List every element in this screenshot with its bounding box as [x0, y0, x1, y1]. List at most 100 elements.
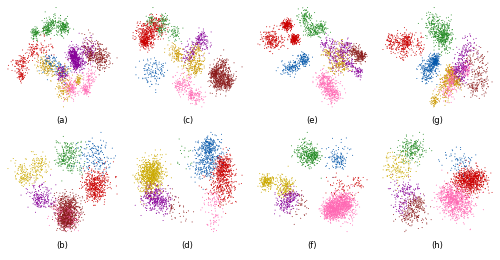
Point [346, 204, 354, 208]
Point [56, 73, 64, 77]
Point [359, 175, 367, 179]
Point [282, 22, 290, 26]
Point [67, 89, 75, 94]
Point [66, 202, 74, 206]
Point [456, 184, 464, 188]
Point [344, 212, 351, 216]
Point [320, 78, 328, 82]
Point [187, 86, 195, 90]
Point [277, 23, 285, 27]
Point [350, 200, 358, 204]
Point [455, 205, 463, 209]
Point [275, 27, 283, 31]
Point [193, 67, 201, 72]
Point [152, 24, 160, 29]
Point [396, 37, 404, 41]
Point [266, 177, 274, 181]
Point [66, 212, 74, 216]
Point [450, 80, 458, 84]
Point [350, 48, 358, 53]
Point [141, 44, 149, 48]
Point [447, 89, 455, 94]
Point [338, 187, 346, 191]
Point [290, 58, 298, 63]
Point [57, 70, 65, 74]
Point [452, 76, 460, 80]
Point [340, 202, 348, 206]
Point [406, 169, 414, 173]
Point [262, 46, 270, 50]
Point [444, 69, 452, 73]
Point [81, 50, 89, 54]
Point [342, 199, 350, 203]
Point [454, 176, 462, 180]
Point [149, 20, 157, 24]
Point [64, 221, 72, 225]
Point [57, 164, 65, 168]
Point [74, 58, 82, 63]
Point [70, 166, 78, 170]
Point [286, 196, 294, 200]
Point [324, 81, 332, 85]
Point [288, 182, 296, 186]
Point [308, 141, 316, 146]
Point [216, 144, 224, 148]
Point [465, 188, 473, 193]
Point [452, 63, 460, 67]
Point [282, 184, 290, 188]
Point [420, 72, 428, 76]
Point [76, 75, 84, 79]
Point [450, 76, 458, 80]
Point [142, 33, 150, 37]
Point [178, 53, 186, 57]
Point [392, 193, 400, 197]
Point [156, 185, 164, 189]
Point [453, 218, 461, 222]
Point [446, 77, 454, 81]
Point [164, 183, 172, 187]
Point [67, 87, 75, 91]
Point [351, 52, 359, 56]
Point [266, 36, 274, 40]
Point [436, 14, 444, 18]
Point [219, 67, 227, 71]
Point [210, 79, 218, 83]
Point [146, 27, 154, 31]
Point [456, 173, 464, 178]
Point [18, 183, 26, 187]
Point [326, 209, 334, 213]
Point [418, 77, 426, 81]
Point [189, 47, 197, 51]
Point [294, 193, 302, 197]
Point [162, 199, 170, 203]
Point [32, 200, 40, 205]
Point [58, 209, 66, 213]
Point [95, 57, 103, 61]
Point [474, 88, 482, 92]
Point [216, 79, 224, 83]
Point [60, 26, 68, 30]
Point [342, 204, 350, 209]
Point [334, 66, 342, 70]
Point [330, 55, 338, 59]
Point [99, 48, 107, 53]
Point [332, 215, 340, 219]
Point [326, 203, 334, 207]
Point [140, 34, 148, 38]
Point [44, 71, 52, 75]
Point [84, 194, 92, 198]
Point [411, 142, 419, 146]
Point [274, 198, 281, 203]
Point [344, 206, 352, 210]
Point [330, 210, 338, 214]
Point [328, 213, 336, 217]
Point [307, 161, 315, 165]
Point [12, 175, 20, 179]
Point [404, 142, 411, 146]
Point [220, 160, 228, 165]
Point [464, 176, 472, 180]
Point [281, 178, 289, 183]
Point [176, 74, 184, 78]
Point [337, 195, 345, 199]
Point [59, 22, 67, 26]
